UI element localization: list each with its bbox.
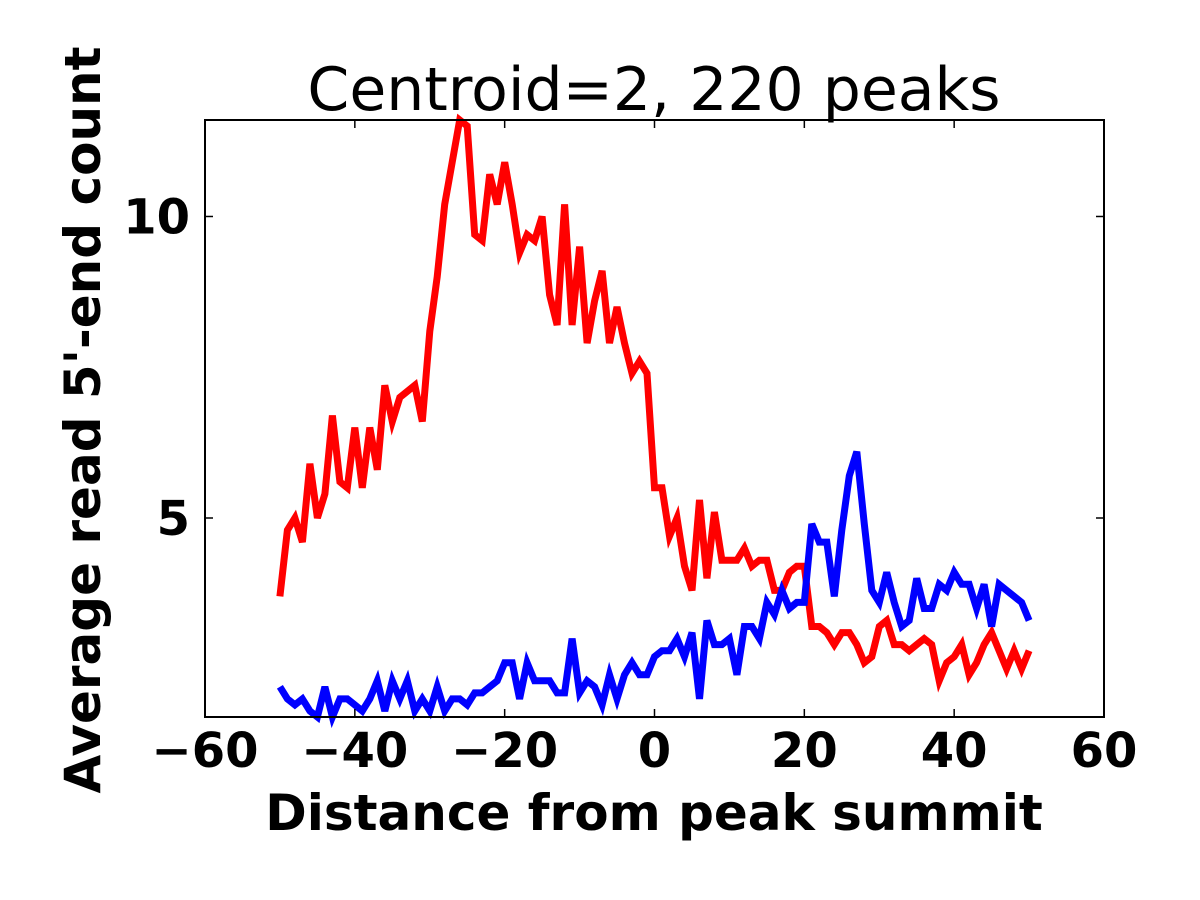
chart-title: Centroid=2, 220 peaks [307,55,1000,125]
x-tick-label: −60 [151,723,258,779]
x-tick-label: −40 [301,723,408,779]
x-tick-label: 40 [921,723,988,779]
x-tick-label: 20 [771,723,838,779]
ticks-layer: −60 −40 −20 0 20 40 60 5 10 [123,120,1137,779]
series-line-2 [276,450,1033,729]
y-tick-label: 10 [123,189,190,245]
plot-frame [204,119,1105,718]
x-tick-label: 0 [638,723,671,779]
x-tick-label: 60 [1071,723,1138,779]
series-layer [276,113,1033,729]
series-line-1 [276,113,1033,693]
y-axis-label: Average read 5'-end count [54,46,112,793]
y-tick-label: 5 [157,491,190,547]
x-axis-label: Distance from peak summit [265,784,1043,842]
x-tick-label: −20 [451,723,558,779]
